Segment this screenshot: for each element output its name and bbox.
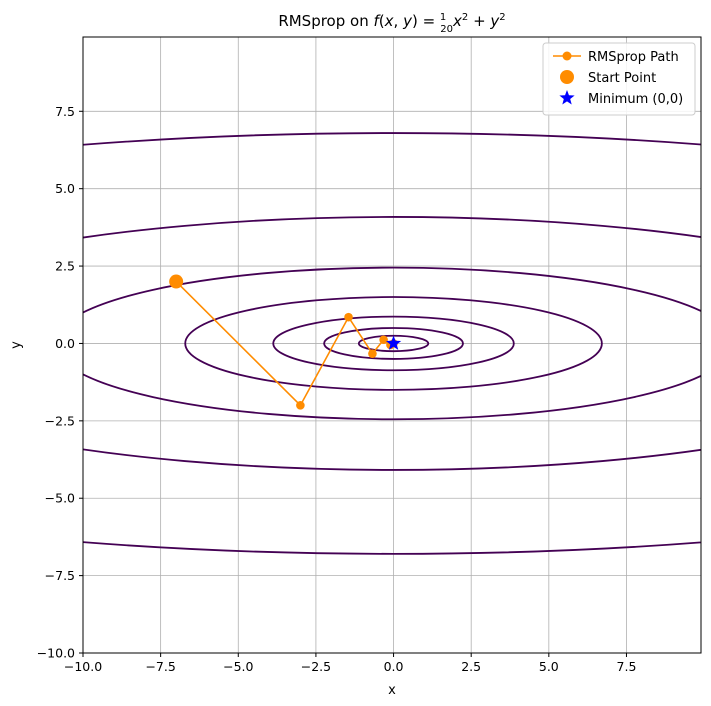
- legend-label-start-point: Start Point: [588, 71, 656, 86]
- y-tick-label-3: −2.5: [45, 413, 75, 428]
- legend-label-minimum: Minimum (0,0): [588, 92, 683, 107]
- series-layer: [169, 274, 402, 410]
- y-tick-label-0: −10.0: [37, 646, 75, 661]
- x-tick-label-5: 2.5: [461, 659, 481, 674]
- x-tick-label-7: 7.5: [617, 659, 637, 674]
- rmsprop-path-point-1: [296, 401, 305, 410]
- contour-level-3: [184, 296, 603, 391]
- rmsprop-path-point-3: [368, 349, 377, 358]
- chart-title: RMSprop on f(x, y) = 1 20x2 + y2: [278, 12, 505, 35]
- minimum-star-marker: [385, 335, 402, 350]
- legend-entry-start-point: Start Point: [560, 70, 656, 86]
- x-tick-label-3: −2.5: [301, 659, 331, 674]
- contour-level-6: [83, 132, 701, 555]
- legend-entry-minimum: Minimum (0,0): [559, 90, 683, 107]
- y-tick-label-7: 7.5: [55, 104, 75, 119]
- start-point-marker: [169, 274, 184, 289]
- y-tick-label-2: −5.0: [45, 491, 75, 506]
- x-axis-label: x: [388, 683, 396, 698]
- x-tick-label-2: −5.0: [223, 659, 253, 674]
- x-tick-label-4: 0.0: [384, 659, 404, 674]
- x-tick-label-0: −10.0: [64, 659, 102, 674]
- rmsprop-path-point-2: [344, 312, 353, 322]
- y-tick-label-4: 0.0: [55, 336, 75, 351]
- contour-level-5: [83, 216, 701, 471]
- y-tick-label-5: 2.5: [55, 259, 75, 274]
- plot-frame: [82, 36, 702, 654]
- x-tick-label-6: 5.0: [539, 659, 559, 674]
- legend-box: [542, 42, 696, 116]
- legend: RMSprop Path Start Point Minimum (0,0): [542, 42, 696, 116]
- y-tick-label-1: −7.5: [45, 568, 75, 583]
- contour-level-4: [83, 266, 701, 421]
- ticks: −10.0 −7.5 −5.0 −2.5 0.0 2.5 5.0 7.5 −10.0 −7.5 −5…: [37, 104, 637, 674]
- contour-level-2: [272, 315, 515, 372]
- legend-star-icon: [559, 90, 575, 105]
- legend-label-rmsprop-path: RMSprop Path: [588, 50, 679, 65]
- x-tick-label-1: −7.5: [145, 659, 175, 674]
- contour-set: [83, 132, 701, 555]
- contour-level-1: [323, 327, 464, 360]
- rmsprop-path-point-4: [379, 335, 388, 345]
- legend-entry-rmsprop-path: RMSprop Path: [553, 50, 679, 65]
- y-tick-label-6: 5.0: [55, 181, 75, 196]
- y-axis-label: y: [9, 341, 24, 349]
